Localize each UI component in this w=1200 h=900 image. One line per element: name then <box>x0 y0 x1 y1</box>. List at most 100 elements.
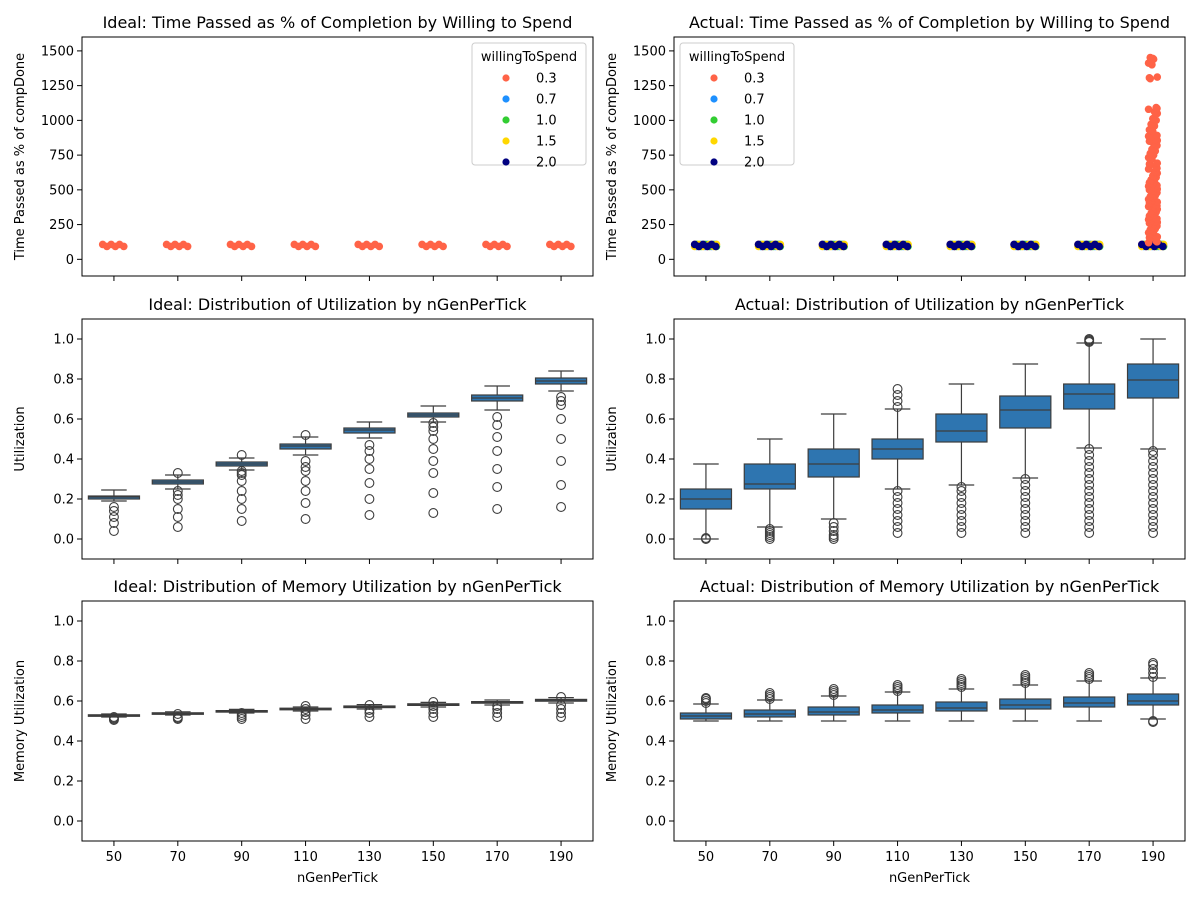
y-tick-label: 0.8 <box>53 373 74 388</box>
x-axis-label: nGenPerTick <box>889 871 971 886</box>
outlier-point <box>108 526 119 536</box>
x-tick-label: 170 <box>1077 850 1102 865</box>
box-170 <box>1063 334 1116 538</box>
outlier-point <box>1148 528 1159 538</box>
outlier-point <box>1084 334 1095 344</box>
legend: willingToSpend 0.3 0.7 1.0 1.5 2.0 <box>679 42 795 171</box>
axes-frame <box>81 318 594 560</box>
outlier-point <box>1084 510 1095 520</box>
outlier-point <box>428 422 439 432</box>
outlier-point <box>428 418 439 428</box>
outlier-point <box>956 528 967 538</box>
outlier-point <box>172 709 183 719</box>
box-190 <box>534 692 588 722</box>
outlier-point <box>1020 522 1031 532</box>
outlier-point <box>492 464 503 474</box>
data-point <box>1148 114 1157 123</box>
outlier-point <box>492 701 503 711</box>
y-tick-label: 250 <box>49 218 74 233</box>
y-tick-label: 0.2 <box>53 775 74 790</box>
data-point <box>1031 242 1039 251</box>
x-tick-label: 50 <box>698 850 715 865</box>
outlier-point <box>892 384 903 394</box>
outlier-point <box>1148 492 1159 502</box>
legend-marker <box>710 95 718 103</box>
outlier-point <box>172 512 183 522</box>
outlier-point <box>892 486 903 496</box>
y-tick-label: 1250 <box>633 79 666 94</box>
outlier-point <box>300 514 311 524</box>
outlier-point <box>428 701 439 711</box>
box-iqr <box>1126 693 1180 706</box>
outlier-point <box>300 430 311 440</box>
subplot-title: Ideal: Time Passed as % of Completion by… <box>103 13 573 32</box>
y-tick-label: 0.2 <box>645 493 666 508</box>
outlier-point <box>428 508 439 518</box>
outlier-point <box>892 504 903 514</box>
outlier-point <box>364 454 375 464</box>
subplot-title: Ideal: Distribution of Memory Utilizatio… <box>113 577 562 596</box>
outlier-point <box>1084 480 1095 490</box>
data-point <box>1159 242 1167 251</box>
y-axis-label: Utilization <box>13 406 28 471</box>
outlier-point <box>236 450 247 460</box>
outlier-point <box>300 466 311 476</box>
outlier-point <box>236 504 247 514</box>
legend-marker <box>502 95 510 103</box>
outlier-point <box>892 516 903 526</box>
box-150 <box>999 670 1052 722</box>
outlier-point <box>828 526 839 536</box>
outlier-point <box>700 693 711 703</box>
data-point <box>1095 242 1103 251</box>
outlier-point <box>556 456 567 466</box>
y-tick-label: 0.4 <box>645 735 666 750</box>
outlier-point <box>1148 504 1159 514</box>
outlier-point <box>364 712 375 722</box>
box-110 <box>871 384 924 538</box>
box-150 <box>999 363 1052 538</box>
outlier-point <box>300 714 311 724</box>
outlier-point <box>1148 522 1159 532</box>
outlier-point <box>1020 516 1031 526</box>
y-tick-label: 250 <box>641 218 666 233</box>
outlier-point <box>1148 668 1159 678</box>
outlier-point <box>492 412 503 422</box>
box-iqr <box>871 704 924 714</box>
outlier-point <box>428 704 439 714</box>
y-tick-label: 0.0 <box>53 533 74 548</box>
data-point <box>1146 53 1155 62</box>
outlier-point <box>1084 486 1095 496</box>
y-tick-label: 0.2 <box>53 493 74 508</box>
subplot-6: Actual: Distribution of Memory Utilizati… <box>605 577 1186 886</box>
y-tick-label: 0.0 <box>645 533 666 548</box>
subplot-3: Ideal: Distribution of Utilization by nG… <box>13 295 594 564</box>
plot-area <box>679 334 1180 544</box>
x-tick-label: 110 <box>293 850 318 865</box>
data-point <box>183 242 192 251</box>
outlier-point <box>1084 450 1095 460</box>
box-iqr <box>999 395 1052 429</box>
outlier-point <box>1020 670 1031 680</box>
outlier-point <box>428 712 439 722</box>
outlier-point <box>556 704 567 714</box>
data-point <box>119 242 128 251</box>
outlier-point <box>492 432 503 442</box>
box-90 <box>215 450 268 526</box>
outlier-point <box>764 524 775 534</box>
y-tick-label: 1000 <box>633 114 666 129</box>
outlier-point <box>700 533 711 543</box>
outlier-point <box>108 712 119 722</box>
box-50 <box>87 489 141 536</box>
outlier-point <box>828 530 839 540</box>
outlier-point <box>1084 528 1095 538</box>
x-tick-label: 90 <box>233 850 250 865</box>
outlier-point <box>492 712 503 722</box>
outlier-point <box>1020 510 1031 520</box>
outlier-point <box>956 510 967 520</box>
box-110 <box>279 430 332 524</box>
outlier-point <box>108 506 119 516</box>
x-tick-label: 90 <box>825 850 842 865</box>
box-110 <box>279 701 332 724</box>
legend-title: willingToSpend <box>481 50 577 65</box>
